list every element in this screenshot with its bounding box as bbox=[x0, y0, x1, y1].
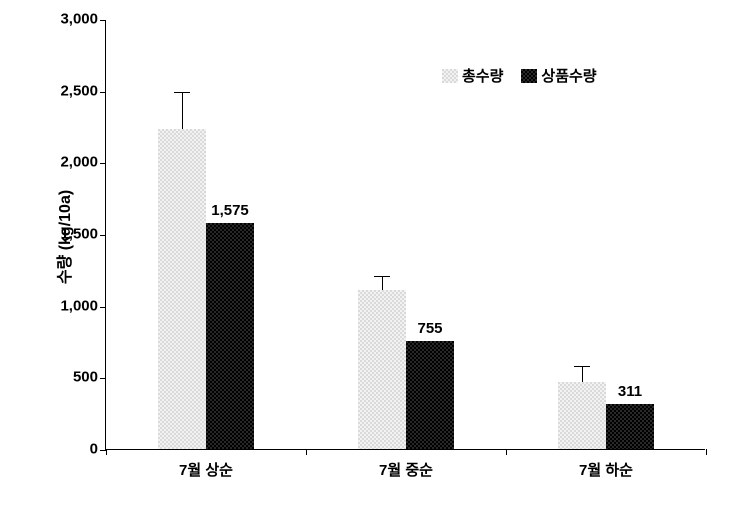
y-tick-mark bbox=[100, 378, 106, 379]
error-cap bbox=[574, 366, 590, 367]
x-tick-mark bbox=[306, 449, 307, 455]
x-tick-label: 7월 중순 bbox=[379, 459, 433, 480]
plot-area: 총수량상품수량 05001,0001,5002,0002,5003,0007월 … bbox=[105, 20, 705, 450]
legend: 총수량 상품수량 bbox=[442, 65, 597, 86]
legend-swatch bbox=[521, 69, 537, 83]
error-bar bbox=[382, 277, 383, 289]
data-label: 1,575 bbox=[211, 202, 249, 219]
data-label: 755 bbox=[417, 320, 442, 337]
error-cap bbox=[374, 276, 390, 277]
y-tick-mark bbox=[100, 235, 106, 236]
bar-총수량 bbox=[558, 382, 606, 449]
y-tick-label: 1,500 bbox=[60, 226, 98, 243]
y-tick-mark bbox=[100, 163, 106, 164]
legend-item: 상품수량 bbox=[521, 65, 596, 86]
y-tick-mark bbox=[100, 92, 106, 93]
error-bar bbox=[182, 93, 183, 129]
y-tick-label: 2,000 bbox=[60, 154, 98, 171]
bar-상품수량 bbox=[606, 404, 654, 449]
y-tick-label: 500 bbox=[73, 369, 98, 386]
x-tick-label: 7월 상순 bbox=[179, 459, 233, 480]
y-tick-mark bbox=[100, 20, 106, 21]
chart-container: 수량 (kg/10a) 총수량상품수량 05001,0001,5002,0002… bbox=[0, 0, 747, 510]
y-tick-label: 3,000 bbox=[60, 11, 98, 28]
legend-label: 상품수량 bbox=[541, 65, 596, 86]
error-cap bbox=[174, 92, 190, 93]
data-label: 311 bbox=[618, 383, 642, 400]
bar-상품수량 bbox=[206, 223, 254, 449]
y-tick-label: 1,000 bbox=[60, 297, 98, 314]
x-tick-mark bbox=[706, 449, 707, 455]
legend-item: 총수량 bbox=[442, 65, 503, 86]
legend-swatch bbox=[442, 69, 458, 83]
legend-label: 총수량 bbox=[462, 65, 503, 86]
y-tick-mark bbox=[100, 307, 106, 308]
x-tick-mark bbox=[106, 449, 107, 455]
bar-상품수량 bbox=[406, 341, 454, 449]
error-bar bbox=[582, 367, 583, 382]
bar-총수량 bbox=[158, 129, 206, 449]
x-tick-mark bbox=[506, 449, 507, 455]
y-tick-label: 2,500 bbox=[60, 82, 98, 99]
y-tick-label: 0 bbox=[90, 441, 98, 458]
x-tick-label: 7월 하순 bbox=[579, 459, 633, 480]
bar-총수량 bbox=[358, 290, 406, 449]
